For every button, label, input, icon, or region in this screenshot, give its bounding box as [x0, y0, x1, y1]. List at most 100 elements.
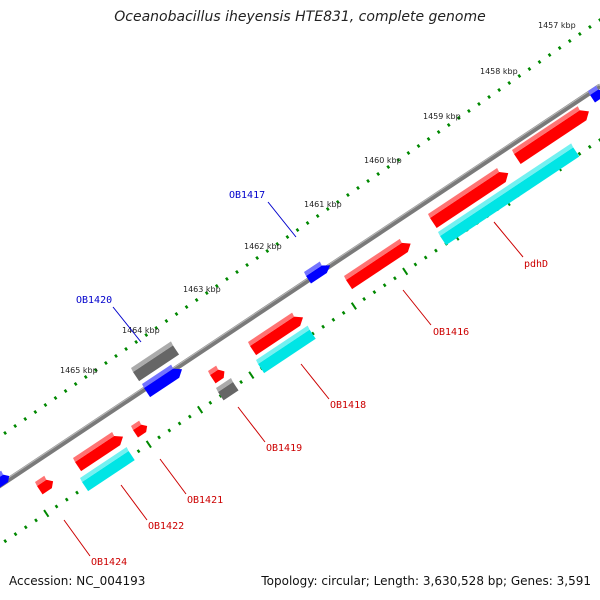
gene-label[interactable]: OB1418 — [330, 400, 366, 411]
minor-tick — [225, 277, 229, 281]
minor-tick — [467, 109, 471, 113]
minor-tick — [83, 375, 88, 379]
minor-tick — [426, 137, 431, 141]
gene-labels: OB1417 OB1420 pdhD OB1416 OB1418 OB1419 … — [76, 190, 548, 568]
major-tick — [402, 267, 409, 276]
minor-tick — [331, 317, 336, 322]
gene-label[interactable]: pdhD — [524, 259, 548, 270]
feature-ob1422-cds-face — [82, 450, 135, 492]
gene-label[interactable]: OB1421 — [187, 495, 223, 506]
feature-pdhD-face — [514, 110, 589, 164]
minor-tick — [265, 249, 270, 253]
minor-tick — [577, 151, 582, 156]
feature-left-blue-top — [0, 470, 4, 477]
outer-tick-ring — [3, 18, 600, 435]
feature-ob1418-face — [250, 316, 303, 356]
minor-tick — [174, 312, 179, 316]
minor-tick — [335, 200, 340, 204]
major-tick — [43, 509, 50, 518]
minor-tick — [184, 305, 189, 309]
minor-tick — [456, 116, 461, 120]
minor-tick — [154, 326, 159, 330]
feature-ob1424-top — [35, 475, 47, 486]
feature-ob1419-gray-top — [216, 378, 233, 392]
feature-ob1419-face — [210, 369, 225, 384]
feature-ob1420-gray[interactable] — [131, 341, 180, 382]
minor-tick — [33, 410, 38, 414]
feature-ob1416-face — [346, 242, 411, 290]
feature-ob1419-gray[interactable] — [216, 378, 239, 401]
minor-tick — [315, 214, 320, 218]
minor-tick — [547, 53, 552, 57]
minor-tick — [434, 248, 438, 253]
leader-line — [493, 221, 524, 258]
minor-tick — [235, 270, 239, 274]
gene-label[interactable]: OB1422 — [148, 521, 184, 532]
gene-label[interactable]: OB1419 — [266, 443, 302, 454]
feature-ob1419[interactable] — [208, 365, 225, 384]
feature-pdhD[interactable] — [512, 106, 589, 164]
minor-tick — [517, 74, 522, 78]
feature-pdhD-b[interactable] — [428, 168, 509, 228]
feature-left-blue[interactable] — [0, 470, 10, 488]
minor-tick — [423, 255, 428, 260]
kbp-label: 1463 kbp — [183, 285, 221, 294]
minor-tick — [436, 130, 441, 134]
kbp-label: 1461 kbp — [304, 200, 342, 209]
minor-tick — [376, 172, 381, 176]
minor-tick — [134, 340, 139, 344]
gene-label[interactable]: OB1416 — [433, 327, 469, 338]
feature-ob1420[interactable] — [142, 364, 183, 398]
feature-ob1422[interactable] — [73, 431, 124, 472]
feature-track — [0, 85, 600, 495]
leader-line — [237, 406, 266, 443]
feature-ob1420-gray-top — [131, 341, 173, 372]
minor-tick — [567, 39, 572, 43]
minor-tick — [396, 158, 401, 162]
minor-tick — [382, 283, 387, 288]
feature-ob1418[interactable] — [248, 312, 303, 356]
gene-label[interactable]: OB1417 — [229, 190, 265, 201]
feature-ob1422-top — [73, 431, 115, 462]
kbp-label: 1458 kbp — [480, 67, 518, 76]
feature-right-blue[interactable] — [588, 85, 600, 103]
minor-tick — [346, 193, 350, 197]
gene-label[interactable]: OB1420 — [76, 295, 112, 306]
kbp-label: 1459 kbp — [423, 112, 461, 121]
minor-tick — [295, 228, 300, 232]
minor-tick — [144, 333, 149, 337]
kbp-label: 1464 kbp — [122, 326, 160, 335]
minor-tick — [13, 532, 18, 537]
feature-pdhD-cds-top — [438, 143, 574, 236]
feature-pdhD-b-face — [430, 172, 509, 228]
minor-tick — [393, 276, 397, 281]
feature-ob1422-cds[interactable] — [80, 446, 135, 492]
feature-ob1418-top — [248, 312, 295, 346]
feature-ob1424[interactable] — [35, 475, 54, 495]
minor-tick — [194, 298, 199, 302]
feature-ob1417[interactable] — [304, 261, 331, 284]
feature-ob1416[interactable] — [344, 238, 411, 290]
feature-ob1421[interactable] — [131, 420, 148, 438]
genome-backbone — [0, 83, 600, 489]
feature-ob1418-cds[interactable] — [256, 325, 316, 374]
minor-tick — [23, 417, 28, 421]
feature-ob1420-top — [142, 364, 174, 388]
feature-ob1417-face — [306, 265, 331, 284]
gene-leader-lines — [63, 201, 524, 557]
feature-ob1420-gray-face — [133, 345, 180, 382]
feature-pdhD-cds[interactable] — [438, 143, 580, 246]
genome-backbone-highlight — [0, 83, 600, 484]
feature-ob1422-cds-top — [80, 446, 129, 482]
feature-ob1421-top — [131, 420, 142, 430]
gene-label[interactable]: OB1424 — [91, 557, 127, 568]
major-tick — [197, 405, 204, 414]
minor-tick — [527, 67, 532, 71]
leader-line — [267, 201, 297, 238]
minor-tick — [325, 207, 330, 211]
feature-ob1422-face — [75, 435, 124, 472]
minor-tick — [104, 361, 108, 365]
minor-tick — [285, 235, 290, 239]
accession-text: Accession: NC_004193 — [9, 574, 146, 588]
